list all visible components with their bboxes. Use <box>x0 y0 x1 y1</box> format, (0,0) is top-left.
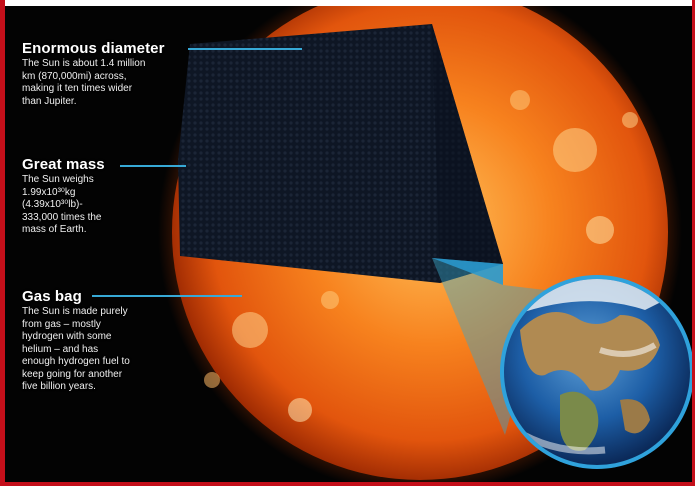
callout-diameter: Enormous diameter The Sun is about 1.4 m… <box>22 40 190 108</box>
cutaway-shadow <box>432 24 503 283</box>
callout-text: The Sun is made purely from gas – mostly… <box>22 306 182 394</box>
sun-cutaway-interior <box>178 24 503 283</box>
callout-line: keep going for another <box>22 368 123 380</box>
callout-line: mass of Earth. <box>22 224 87 235</box>
callout-text: The Sun is about 1.4 million km (870,000… <box>22 58 190 108</box>
sun-surface-texture <box>204 90 638 422</box>
callout-gas: Gas bag The Sun is made purely from gas … <box>22 288 182 394</box>
callout-line: 333,000 times the <box>22 211 102 223</box>
callout-line: The Sun weighs <box>22 174 94 185</box>
callout-text: The Sun weighs 1.99x10³⁰kg (4.39x10³⁰lb)… <box>22 174 172 237</box>
callout-heading: Great mass <box>22 156 105 173</box>
border-right <box>692 0 695 486</box>
callout-line: (4.39x10³⁰lb)- <box>22 199 83 210</box>
callout-heading: Gas bag <box>22 288 82 305</box>
callout-line: helium – and has <box>22 343 99 355</box>
callout-mass: Great mass The Sun weighs 1.99x10³⁰kg (4… <box>22 156 172 237</box>
border-top <box>0 0 695 6</box>
callout-line: The Sun is about 1.4 million <box>22 58 146 69</box>
callout-line: than Jupiter. <box>22 95 77 107</box>
border-bottom <box>0 482 695 486</box>
callout-line: from gas – mostly <box>22 318 101 330</box>
callout-line: hydrogen with some <box>22 331 112 342</box>
callout-line: km (870,000mi) across, <box>22 70 127 82</box>
scale-projection-top <box>432 258 503 285</box>
callout-line: making it ten times wider <box>22 83 133 94</box>
callout-heading: Enormous diameter <box>22 40 165 57</box>
callout-line: enough hydrogen fuel to <box>22 356 130 367</box>
callout-line: five billion years. <box>22 381 96 392</box>
border-left <box>0 0 5 486</box>
callout-line: The Sun is made purely <box>22 306 128 317</box>
callout-line: 1.99x10³⁰kg <box>22 186 76 198</box>
